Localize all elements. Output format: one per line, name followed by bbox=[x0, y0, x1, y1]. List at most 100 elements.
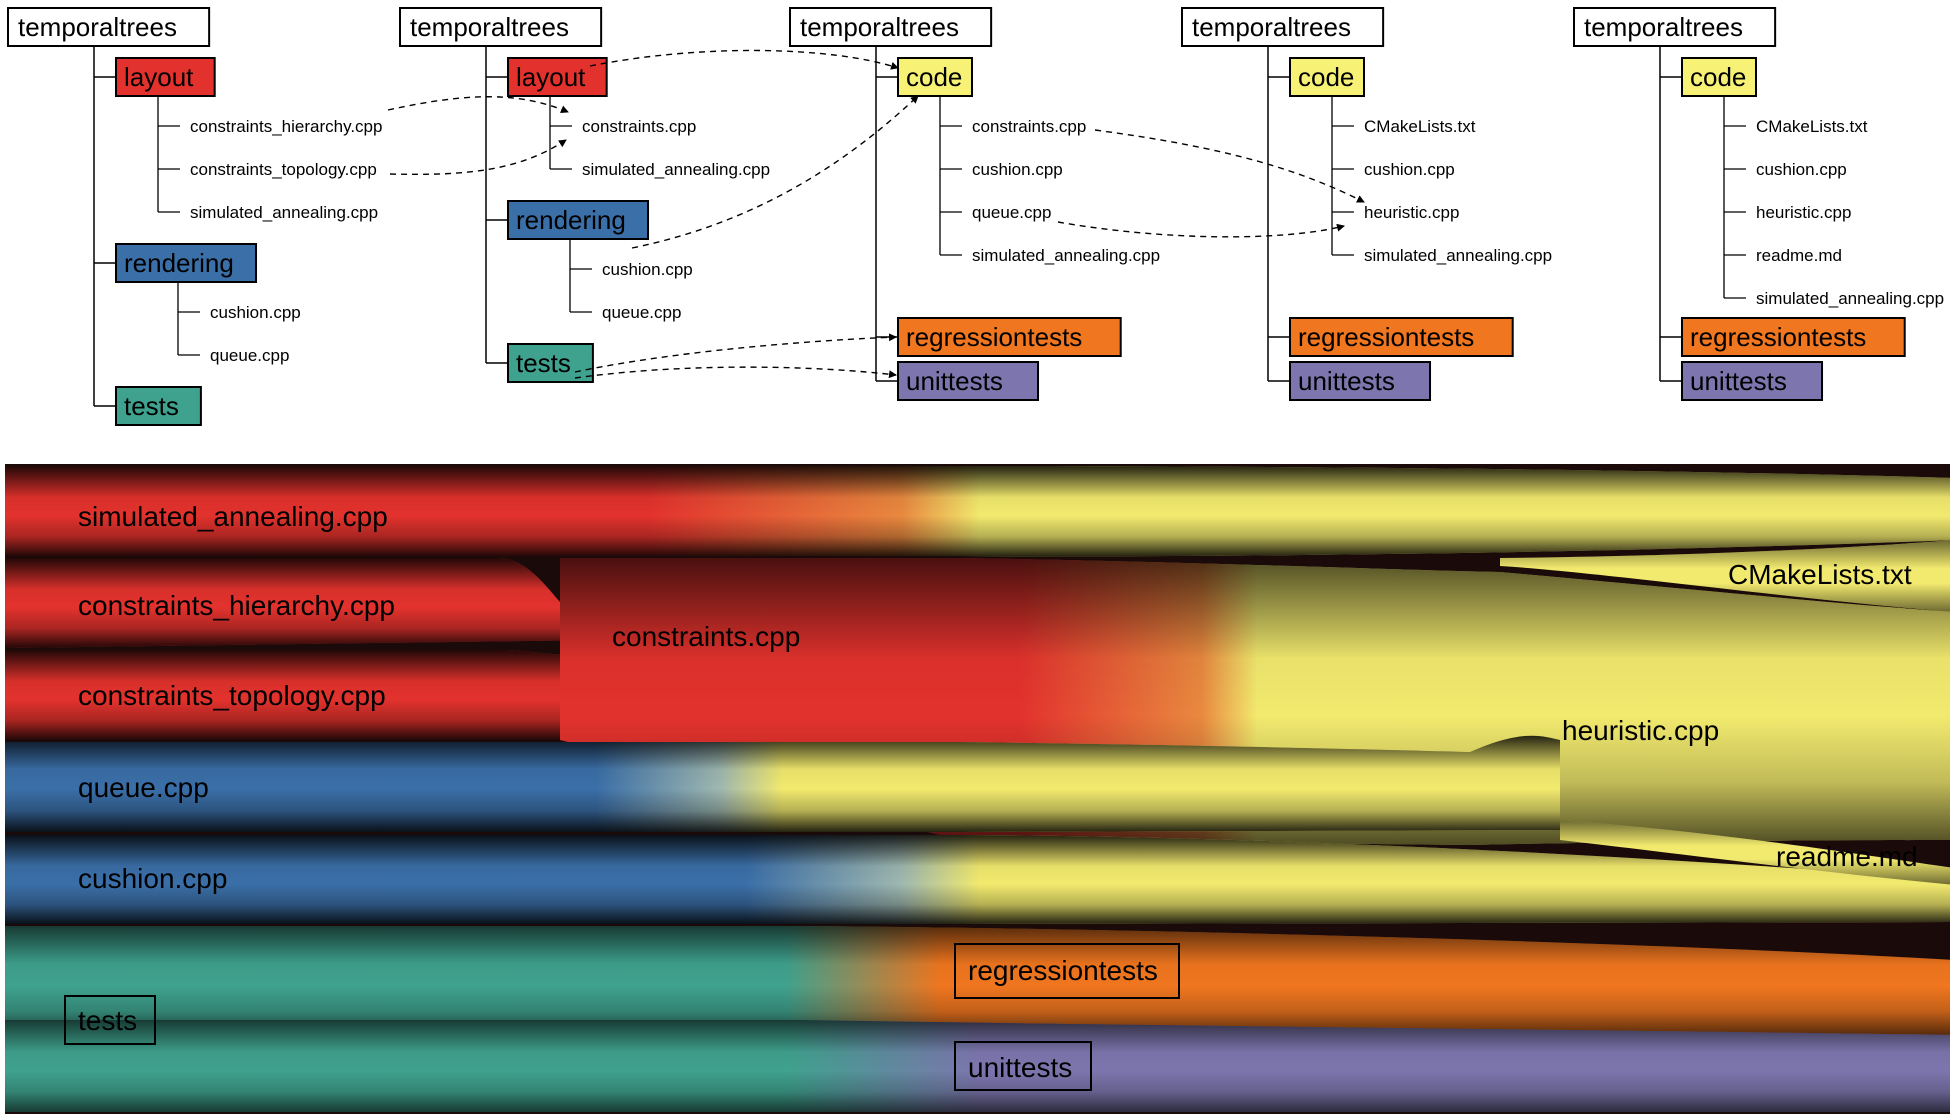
folder-label-unittests: unittests bbox=[1690, 366, 1787, 396]
stream-label-cmakelists: CMakeLists.txt bbox=[1728, 559, 1912, 590]
folder-box-rendering bbox=[115, 243, 258, 283]
file-label: simulated_annealing.cpp bbox=[582, 160, 770, 179]
folder-box-layout bbox=[507, 57, 608, 97]
file-label: simulated_annealing.cpp bbox=[972, 246, 1160, 265]
root-label: temporaltrees bbox=[18, 12, 177, 42]
folder-label-regressiontests: regressiontests bbox=[1690, 322, 1866, 352]
root-box bbox=[399, 7, 603, 47]
stream-label-constraints-topology: constraints_topology.cpp bbox=[78, 680, 386, 711]
folder-box-tests bbox=[507, 343, 594, 383]
file-label: cushion.cpp bbox=[210, 303, 301, 322]
band-constraints-hierarchy bbox=[5, 558, 600, 648]
stream-label-cushion: cushion.cpp bbox=[78, 863, 227, 894]
file-label: cushion.cpp bbox=[1756, 160, 1847, 179]
band-queue bbox=[5, 735, 1560, 832]
folder-box-regressiontests bbox=[1681, 317, 1906, 357]
stream-label-simulated-annealing: simulated_annealing.cpp bbox=[78, 501, 388, 532]
folder-box-code bbox=[1289, 57, 1365, 97]
band-simulated-annealing bbox=[5, 466, 1950, 557]
folder-label-tests: tests bbox=[124, 391, 179, 421]
root-label: temporaltrees bbox=[1192, 12, 1351, 42]
folder-box-regressiontests bbox=[1289, 317, 1514, 357]
folder-label-regressiontests: regressiontests bbox=[1298, 322, 1474, 352]
folder-label-regressiontests: regressiontests bbox=[906, 322, 1082, 352]
folder-label-layout: layout bbox=[124, 62, 194, 92]
arrow-constraints-to-heuristic bbox=[1094, 129, 1365, 203]
arrow-hierarchy-to-constraints bbox=[387, 96, 569, 114]
tree-snapshot-5: temporaltrees code CMakeLists.txt cushion.c… bbox=[1573, 7, 1944, 401]
folder-label-layout: layout bbox=[516, 62, 586, 92]
hierarchy-snapshots: temporaltrees layout constraints_hierarchy… bbox=[7, 7, 1944, 426]
tree-snapshot-4: temporaltrees code CMakeLists.txt cushion.c… bbox=[1181, 7, 1552, 401]
band-cmakelists bbox=[1500, 540, 1950, 612]
stream-label-regressiontests-box: regressiontests bbox=[954, 943, 1180, 999]
file-label: queue.cpp bbox=[210, 346, 289, 365]
folder-label-unittests: unittests bbox=[906, 366, 1003, 396]
root-box bbox=[1573, 7, 1777, 47]
folder-box-unittests bbox=[1681, 361, 1824, 401]
stream-label-constraints: constraints.cpp bbox=[612, 621, 800, 652]
root-label: temporaltrees bbox=[800, 12, 959, 42]
stream-label-tests: tests bbox=[78, 1005, 137, 1036]
folder-box-layout bbox=[115, 57, 216, 97]
file-label: simulated_annealing.cpp bbox=[1364, 246, 1552, 265]
file-label: queue.cpp bbox=[972, 203, 1051, 222]
tree-snapshot-2: temporaltrees layout constraints.cpp simula… bbox=[399, 7, 770, 383]
band-cushion bbox=[5, 835, 1950, 924]
root-label: temporaltrees bbox=[1584, 12, 1743, 42]
band-tests-unittests bbox=[5, 1020, 1950, 1112]
folder-box-regressiontests bbox=[897, 317, 1122, 357]
file-label: heuristic.cpp bbox=[1364, 203, 1459, 222]
folder-label-code: code bbox=[1690, 62, 1746, 92]
stream-label-unittests: unittests bbox=[968, 1052, 1072, 1083]
file-label: constraints_topology.cpp bbox=[190, 160, 377, 179]
file-label: queue.cpp bbox=[602, 303, 681, 322]
arrow-topology-to-constraints bbox=[389, 139, 567, 176]
transition-arrows bbox=[387, 49, 1365, 379]
file-label: heuristic.cpp bbox=[1756, 203, 1851, 222]
arrow-tests-to-regressiontests bbox=[574, 333, 897, 373]
tree-snapshot-1: temporaltrees layout constraints_hierarchy… bbox=[7, 7, 382, 426]
folder-label-code: code bbox=[1298, 62, 1354, 92]
folder-box-unittests bbox=[897, 361, 1040, 401]
file-label: CMakeLists.txt bbox=[1756, 117, 1868, 136]
folder-box-unittests bbox=[1289, 361, 1432, 401]
stream-label-heuristic: heuristic.cpp bbox=[1562, 715, 1719, 746]
stream-label-constraints-hierarchy: constraints_hierarchy.cpp bbox=[78, 590, 395, 621]
file-label: cushion.cpp bbox=[1364, 160, 1455, 179]
band-tests-regression bbox=[5, 926, 1950, 1035]
root-box bbox=[789, 7, 993, 47]
folder-label-rendering: rendering bbox=[124, 248, 234, 278]
folder-label-rendering: rendering bbox=[516, 205, 626, 235]
arrow-tests-to-unittests bbox=[574, 366, 897, 379]
folder-box-code bbox=[897, 57, 973, 97]
file-label: constraints.cpp bbox=[972, 117, 1086, 136]
file-label: simulated_annealing.cpp bbox=[190, 203, 378, 222]
stream-label-unittests-box: unittests bbox=[954, 1041, 1092, 1091]
root-box bbox=[7, 7, 211, 47]
stream-label-regressiontests: regressiontests bbox=[968, 955, 1158, 986]
file-label: constraints_hierarchy.cpp bbox=[190, 117, 382, 136]
file-label: constraints.cpp bbox=[582, 117, 696, 136]
folder-label-code: code bbox=[906, 62, 962, 92]
stream-label-queue: queue.cpp bbox=[78, 772, 209, 803]
file-label: simulated_annealing.cpp bbox=[1756, 289, 1944, 308]
folder-label-unittests: unittests bbox=[1298, 366, 1395, 396]
root-label: temporaltrees bbox=[410, 12, 569, 42]
band-constraints-topology bbox=[5, 650, 600, 740]
stream-label-tests-box: tests bbox=[64, 995, 156, 1045]
temporal-stream-graph: simulated_annealing.cpp constraints_hier… bbox=[5, 464, 1950, 1114]
arrow-layout-to-code bbox=[589, 49, 899, 70]
folder-box-tests bbox=[115, 386, 202, 426]
stream-label-readme: readme.md bbox=[1776, 841, 1918, 872]
folder-box-code bbox=[1681, 57, 1757, 97]
file-label: readme.md bbox=[1756, 246, 1842, 265]
folder-label-tests: tests bbox=[516, 348, 571, 378]
band-readme bbox=[1560, 820, 1950, 885]
file-label: CMakeLists.txt bbox=[1364, 117, 1476, 136]
file-label: cushion.cpp bbox=[602, 260, 693, 279]
root-box bbox=[1181, 7, 1385, 47]
file-label: cushion.cpp bbox=[972, 160, 1063, 179]
